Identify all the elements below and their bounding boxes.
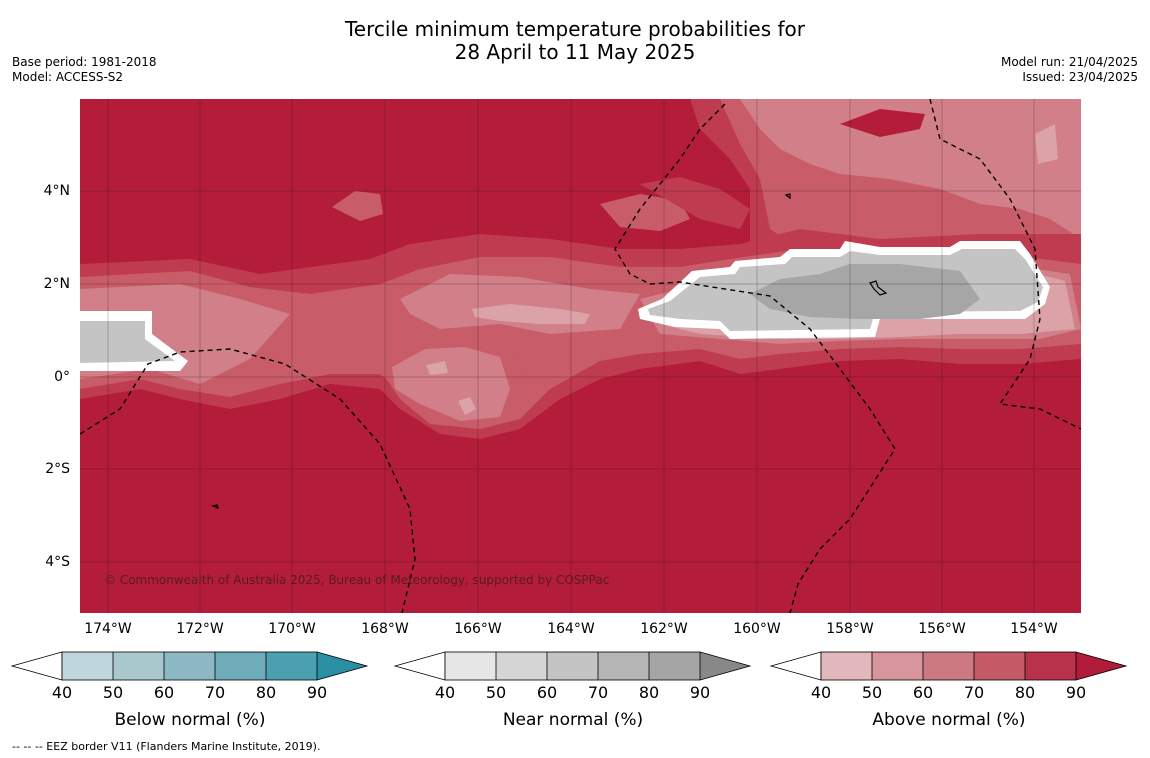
cb-above-tick-50: 50	[861, 683, 883, 702]
model-run: Model run: 21/04/2025	[1000, 55, 1138, 69]
lon-label-162w: 162°W	[640, 621, 688, 637]
cb-below-tick-80: 80	[255, 683, 277, 702]
colorbar-near-swatch-2	[547, 652, 598, 680]
contour-above-80-north	[640, 177, 750, 229]
cb-near-tick-50: 50	[485, 683, 507, 702]
colorbar-near-swatch-0	[445, 652, 496, 680]
map-title: Tercile minimum temperature probabilitie…	[0, 18, 1150, 64]
colorbar-below-max-extend	[317, 652, 367, 680]
lon-label-156w: 156°W	[918, 621, 966, 637]
cb-near-tick-60: 60	[536, 683, 558, 702]
cb-above-tick-90: 90	[1065, 683, 1087, 702]
lat-label-0: 0°	[54, 369, 70, 385]
colorbar-near-normal	[393, 651, 752, 681]
colorbar-below-swatch-0	[62, 652, 113, 680]
cb-above-tick-40: 40	[810, 683, 832, 702]
eez-borders	[80, 99, 1081, 613]
base-period: Base period: 1981-2018	[12, 55, 157, 69]
colorbar-near-max-extend	[700, 652, 750, 680]
colorbar-below-normal	[10, 651, 369, 681]
colorbar-near-swatch-1	[496, 652, 547, 680]
lat-label-4n: 4°N	[43, 183, 70, 199]
near-normal-grey-west	[80, 321, 175, 363]
colorbar-near-min-extend	[393, 651, 446, 681]
cb-above-tick-60: 60	[912, 683, 934, 702]
contour-above-50-south-a	[426, 361, 448, 375]
map-copyright: © Commonwealth of Australia 2025, Bureau…	[104, 573, 609, 587]
cb-above-tick-70: 70	[963, 683, 985, 702]
meta-right: Model run: 21/04/2025 Issued: 23/04/2025	[1001, 55, 1138, 85]
colorbar-above-swatch-0	[821, 652, 872, 680]
lat-label-2s: 2°S	[45, 461, 70, 477]
lon-label-160w: 160°W	[733, 621, 781, 637]
colorbar-below-swatch-4	[266, 652, 317, 680]
colorbar-below-swatch-3	[215, 652, 266, 680]
colorbar-above-max-extend	[1076, 652, 1126, 680]
lat-label-2n: 2°N	[43, 276, 70, 292]
colorbar-below-title: Below normal (%)	[114, 710, 266, 730]
cb-near-tick-80: 80	[638, 683, 660, 702]
colorbar-near-swatch-3	[598, 652, 649, 680]
contour-above-50-mid	[472, 304, 590, 324]
cb-below-tick-60: 60	[153, 683, 175, 702]
colorbar-below-swatch-1	[113, 652, 164, 680]
cb-near-tick-40: 40	[434, 683, 456, 702]
cb-near-tick-90: 90	[689, 683, 711, 702]
lon-label-154w: 154°W	[1010, 621, 1058, 637]
contour-above-60-south	[392, 347, 510, 421]
cb-above-tick-80: 80	[1014, 683, 1036, 702]
colorbar-above-title: Above normal (%)	[872, 710, 1026, 730]
lon-label-170w: 170°W	[268, 621, 316, 637]
lon-label-164w: 164°W	[547, 621, 595, 637]
contour-above-90-patch-ne	[840, 109, 925, 137]
map-canvas: © Commonwealth of Australia 2025, Bureau…	[80, 99, 1081, 613]
contour-above-50-ne	[1035, 124, 1058, 164]
cb-below-tick-50: 50	[102, 683, 124, 702]
colorbar-above-swatch-4	[1025, 652, 1076, 680]
probability-map: © Commonwealth of Australia 2025, Bureau…	[80, 99, 1081, 613]
contour-above-50-south-b	[458, 397, 476, 415]
contour-above-60-ne	[740, 99, 1081, 239]
colorbar-above-swatch-2	[923, 652, 974, 680]
lon-label-158w: 158°W	[826, 621, 874, 637]
contour-above-70-north	[600, 194, 690, 231]
meta-left: Base period: 1981-2018 Model: ACCESS-S2	[12, 55, 157, 85]
colorbar-above-swatch-1	[872, 652, 923, 680]
issued-date: Issued: 23/04/2025	[1022, 70, 1138, 84]
colorbar-above-min-extend	[769, 651, 822, 681]
lon-label-172w: 172°W	[176, 621, 224, 637]
title-line-2: 28 April to 11 May 2025	[454, 40, 696, 64]
cb-near-tick-70: 70	[587, 683, 609, 702]
colorbar-above-swatch-3	[974, 652, 1025, 680]
eez-footnote: -- -- -- EEZ border V11 (Flanders Marine…	[12, 740, 321, 753]
colorbar-below-swatch-2	[164, 652, 215, 680]
cb-below-tick-40: 40	[51, 683, 73, 702]
lon-label-174w: 174°W	[84, 621, 132, 637]
lat-label-4s: 4°S	[45, 554, 70, 570]
contour-above-70-blob	[332, 191, 383, 221]
map-gridlines	[80, 99, 1081, 613]
cb-below-tick-70: 70	[204, 683, 226, 702]
cb-below-tick-90: 90	[306, 683, 328, 702]
model-name: Model: ACCESS-S2	[12, 70, 124, 84]
colorbar-near-swatch-4	[649, 652, 700, 680]
lon-label-168w: 168°W	[361, 621, 409, 637]
title-line-1: Tercile minimum temperature probabilitie…	[344, 17, 806, 41]
colorbar-below-min-extend	[10, 651, 63, 681]
colorbar-above-normal	[769, 651, 1128, 681]
near-normal-80	[750, 264, 980, 319]
islands	[211, 193, 888, 510]
lon-label-166w: 166°W	[454, 621, 502, 637]
colorbar-near-title: Near normal (%)	[502, 710, 644, 730]
